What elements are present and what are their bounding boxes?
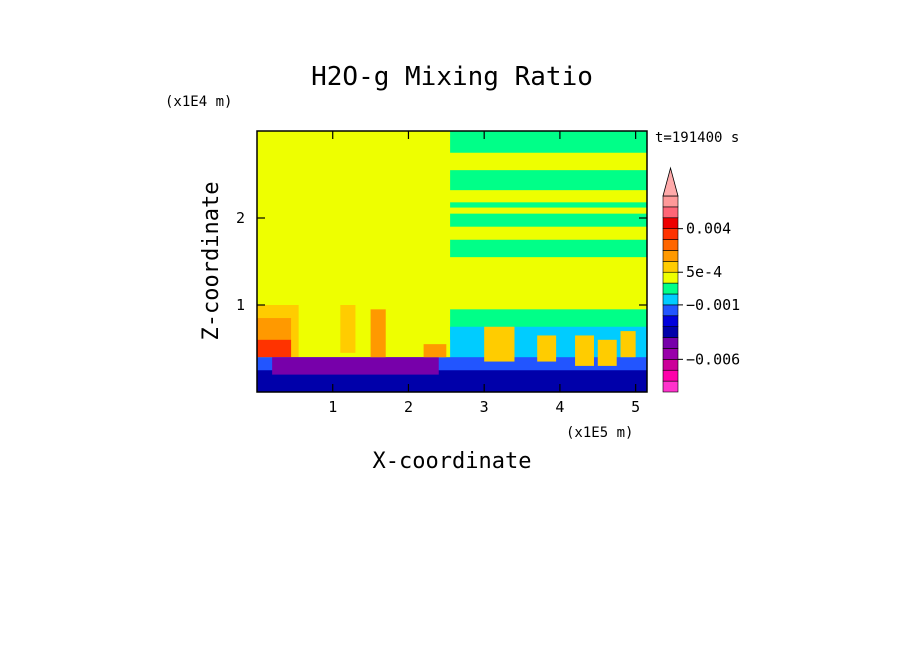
heatmap-region-16 [423, 344, 447, 358]
colorbar-bin-5 [662, 326, 679, 338]
colorbar-label-2: −0.001 [686, 296, 740, 314]
heatmap-region-15 [370, 309, 386, 358]
chart-title: H2O-g Mixing Ratio [311, 62, 593, 92]
heatmap-region-3 [450, 202, 647, 208]
y-axis-title: Z-coordinate [199, 182, 224, 341]
colorbar-bin-14 [662, 228, 679, 240]
x-axis-title: X-coordinate [373, 449, 532, 474]
x-tick-label-3: 4 [555, 398, 564, 416]
colorbar-label-3: −0.006 [686, 350, 740, 368]
colorbar-bin-1 [662, 369, 679, 382]
colorbar-bin-17 [662, 195, 679, 208]
colorbar-bin-12 [662, 250, 679, 262]
colorbar-bin-3 [662, 348, 679, 360]
colorbar-bin-8 [662, 293, 679, 306]
heatmap-region-19 [575, 335, 594, 366]
colorbar-bin-6 [662, 315, 679, 327]
heatmap-region-5 [450, 239, 647, 258]
y-axis: 12 [236, 209, 647, 314]
heatmap-region-21 [620, 331, 636, 358]
colorbar-label-0: 0.004 [686, 220, 731, 238]
colorbar-label-1: 5e-4 [686, 263, 722, 281]
colorbar-bin-7 [662, 304, 679, 317]
heatmap-region-1 [450, 131, 647, 153]
colorbar-bin-11 [662, 261, 679, 273]
colorbar-extend-arrow [662, 166, 679, 197]
time-label: t=191400 s [655, 130, 739, 146]
heatmap-region-12 [257, 370, 647, 392]
colorbar-bin-2 [662, 359, 679, 371]
colorbar-bin-4 [662, 337, 679, 349]
heatmap-region-20 [597, 339, 617, 366]
heatmap-region-17 [484, 326, 515, 362]
plot-frame [256, 130, 648, 393]
x-scale-label: (x1E5 m) [566, 425, 633, 441]
heatmap-region-18 [537, 335, 557, 362]
x-tick-label-0: 1 [328, 398, 337, 416]
colorbar-bin-10 [662, 271, 679, 284]
x-tick-label-4: 5 [631, 398, 640, 416]
heatmap-region-10 [257, 339, 292, 358]
colorbar: 0.004 5e-4 −0.001 −0.006 [662, 166, 740, 393]
heatmap-region-14 [340, 305, 356, 353]
heatmap-region-13 [272, 357, 439, 375]
y-tick-label-0: 1 [236, 296, 245, 314]
y-scale-label: (x1E4 m) [165, 94, 232, 110]
colorbar-bin-16 [662, 206, 679, 219]
x-axis: 1 2 3 4 5 [328, 131, 640, 416]
colorbar-bin-9 [662, 282, 679, 295]
colorbar-bin-15 [662, 217, 679, 229]
heatmap-region-2 [450, 170, 647, 191]
x-tick-label-2: 3 [480, 398, 489, 416]
heatmap-regions [257, 131, 647, 392]
x-tick-label-1: 2 [404, 398, 413, 416]
y-tick-label-1: 2 [236, 209, 245, 227]
colorbar-bin-0 [662, 380, 679, 393]
colorbar-bin-13 [662, 239, 679, 251]
heatmap-region-4 [450, 213, 647, 227]
